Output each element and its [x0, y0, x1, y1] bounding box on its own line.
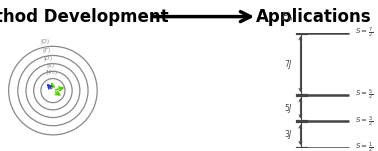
Text: ${|D\rangle}$: ${|D\rangle}$	[43, 53, 53, 63]
Text: $3J$: $3J$	[284, 128, 293, 141]
Text: ${|Q\rangle}$: ${|Q\rangle}$	[40, 36, 50, 46]
Text: Method Development: Method Development	[0, 8, 169, 26]
Text: $S = \frac{5}{2}$: $S = \frac{5}{2}$	[355, 88, 373, 102]
Text: $S = \frac{1}{2}$: $S = \frac{1}{2}$	[355, 141, 373, 151]
Text: $7J$: $7J$	[284, 58, 293, 71]
Text: $E_n$: $E_n$	[281, 10, 293, 24]
Text: ${|T\rangle}$: ${|T\rangle}$	[42, 45, 51, 55]
Text: $S = \frac{7}{2}$: $S = \frac{7}{2}$	[355, 26, 373, 40]
Text: Applications: Applications	[256, 8, 372, 26]
Text: $5J$: $5J$	[284, 102, 293, 115]
Text: $S = \frac{3}{2}$: $S = \frac{3}{2}$	[355, 114, 373, 129]
Text: ${|S\rangle}$: ${|S\rangle}$	[46, 60, 56, 70]
Text: ${|\Psi_0\rangle}$: ${|\Psi_0\rangle}$	[45, 67, 58, 77]
